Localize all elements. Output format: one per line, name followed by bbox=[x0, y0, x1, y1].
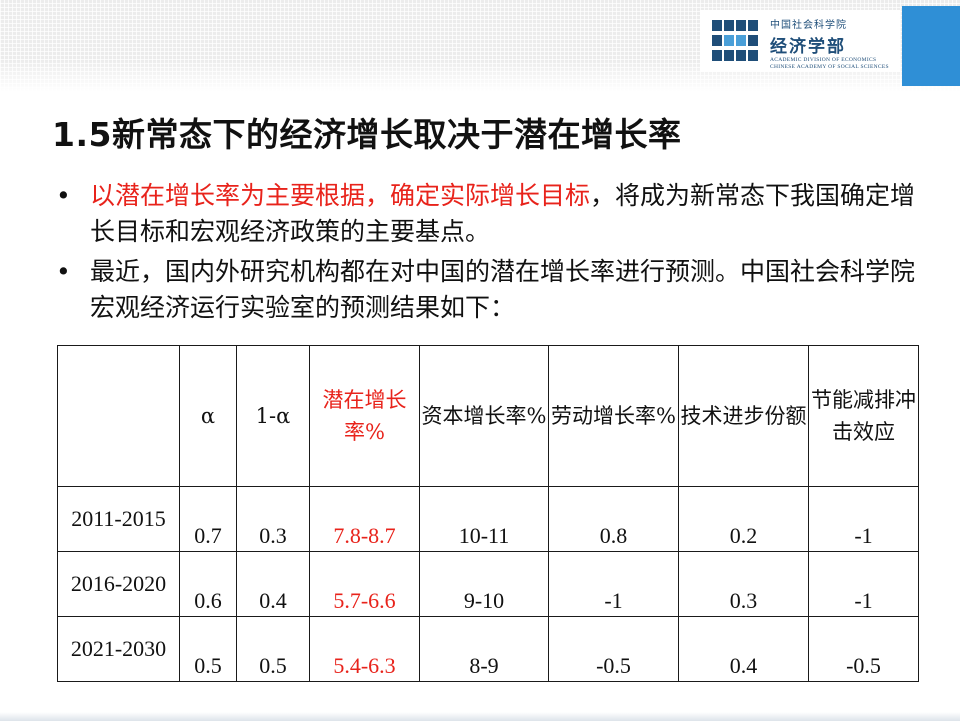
bullet-item: • 以潜在增长率为主要根据，确定实际增长目标，将成为新常态下我国确定增长目标和宏… bbox=[50, 178, 930, 250]
logo-cn-line2: 经济学部 bbox=[770, 37, 846, 57]
table-row: 2016-2020 0.6 0.4 5.7-6.6 9-10 -1 0.3 -1 bbox=[57, 551, 919, 617]
period-cell: 2021-2030 bbox=[57, 616, 180, 682]
capital-growth-cell: 9-10 bbox=[419, 551, 549, 617]
potential-growth-cell: 5.7-6.6 bbox=[309, 551, 420, 617]
one-minus-alpha-cell: 0.3 bbox=[236, 486, 310, 552]
table-row: 2021-2030 0.5 0.5 5.4-6.3 8-9 -0.5 0.4 -… bbox=[57, 616, 919, 682]
labor-growth-cell: -0.5 bbox=[548, 616, 679, 682]
header-cell-potential-growth: 潜在增长率% bbox=[309, 345, 420, 487]
labor-growth-cell: 0.8 bbox=[548, 486, 679, 552]
capital-growth-cell: 8-9 bbox=[419, 616, 549, 682]
energy-shock-cell: -1 bbox=[808, 486, 919, 552]
period-cell: 2016-2020 bbox=[57, 551, 180, 617]
potential-growth-cell: 5.4-6.3 bbox=[309, 616, 420, 682]
energy-shock-cell: -1 bbox=[808, 551, 919, 617]
energy-shock-cell: -0.5 bbox=[808, 616, 919, 682]
one-minus-alpha-cell: 0.4 bbox=[236, 551, 310, 617]
alpha-cell: 0.5 bbox=[179, 616, 237, 682]
labor-growth-cell: -1 bbox=[548, 551, 679, 617]
header-cell-alpha: α bbox=[179, 345, 237, 487]
bullet-text: 最近，国内外研究机构都在对中国的潜在增长率进行预测。中国社会科学院宏观经济运行实… bbox=[90, 257, 916, 322]
header-cell-blank bbox=[57, 345, 180, 487]
institution-logo: 中国社会科学院 经济学部 ACADEMIC DIVISION OF ECONOM… bbox=[700, 10, 900, 72]
header-cell-tech-share: 技术进步份额 bbox=[678, 345, 809, 487]
accent-bar bbox=[902, 6, 960, 86]
logo-en-line1: ACADEMIC DIVISION OF ECONOMICS bbox=[770, 57, 877, 63]
bullet-marker: • bbox=[56, 181, 71, 210]
header-cell-capital-growth: 资本增长率% bbox=[419, 345, 549, 487]
tech-share-cell: 0.2 bbox=[678, 486, 809, 552]
period-cell: 2011-2015 bbox=[57, 486, 180, 552]
bullet-marker: • bbox=[56, 257, 71, 286]
potential-growth-cell: 7.8-8.7 bbox=[309, 486, 420, 552]
alpha-cell: 0.6 bbox=[179, 551, 237, 617]
table-header-row: α 1-α 潜在增长率% 资本增长率% 劳动增长率% 技术进步份额 节能减排冲击… bbox=[57, 345, 919, 487]
bullet-highlight: 以潜在增长率为主要根据，确定实际增长目标 bbox=[90, 181, 591, 210]
capital-growth-cell: 10-11 bbox=[419, 486, 549, 552]
logo-grid-icon bbox=[712, 20, 760, 64]
tech-share-cell: 0.4 bbox=[678, 616, 809, 682]
header-cell-labor-growth: 劳动增长率% bbox=[548, 345, 679, 487]
bullet-text: ，将成为新常态下我国确定增长目标和宏观经济政策的主要基点。 bbox=[90, 181, 916, 246]
forecast-table: α 1-α 潜在增长率% 资本增长率% 劳动增长率% 技术进步份额 节能减排冲击… bbox=[57, 345, 919, 682]
header-cell-energy-shock: 节能减排冲击效应 bbox=[808, 345, 919, 487]
tech-share-cell: 0.3 bbox=[678, 551, 809, 617]
slide-title: 1.5新常态下的经济增长取决于潜在增长率 bbox=[52, 115, 682, 154]
header-cell-one-minus-alpha: 1-α bbox=[236, 345, 310, 487]
one-minus-alpha-cell: 0.5 bbox=[236, 616, 310, 682]
alpha-cell: 0.7 bbox=[179, 486, 237, 552]
footer-line bbox=[0, 712, 960, 721]
logo-en-line2: CHINESE ACADEMY OF SOCIAL SCIENCES bbox=[770, 64, 889, 70]
logo-cn-line1: 中国社会科学院 bbox=[770, 20, 847, 31]
logo-text: 中国社会科学院 经济学部 ACADEMIC DIVISION OF ECONOM… bbox=[770, 16, 889, 71]
bullet-list: • 以潜在增长率为主要根据，确定实际增长目标，将成为新常态下我国确定增长目标和宏… bbox=[50, 178, 930, 326]
table-row: 2011-2015 0.7 0.3 7.8-8.7 10-11 0.8 0.2 … bbox=[57, 486, 919, 552]
bullet-item: • 最近，国内外研究机构都在对中国的潜在增长率进行预测。中国社会科学院宏观经济运… bbox=[50, 254, 930, 326]
